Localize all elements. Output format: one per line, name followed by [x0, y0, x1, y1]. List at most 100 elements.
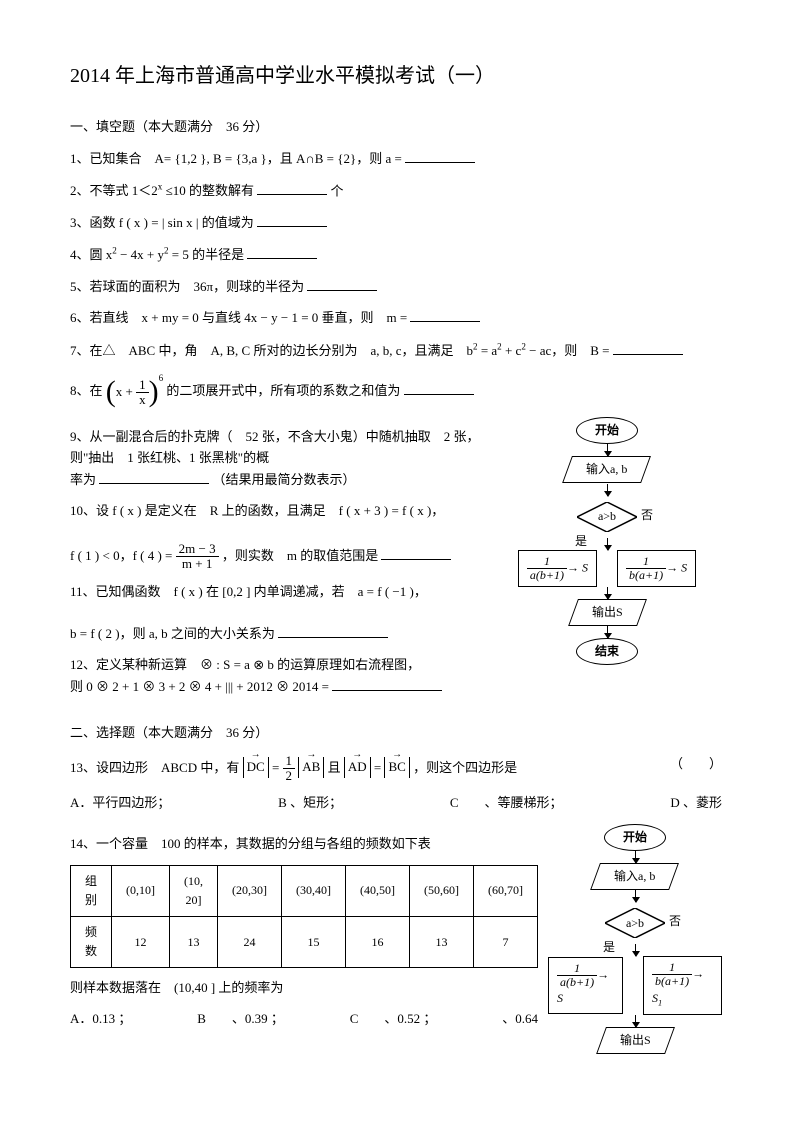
q13-c: ，则这个四边形是: [413, 759, 517, 774]
th: (60,70]: [474, 865, 538, 916]
th: 组别: [71, 865, 112, 916]
q5-text: 5、若球面的面积为 36π，则球的半径为: [70, 279, 304, 294]
table-header-row: 组别 (0,10] (10, 20] (20,30] (30,40] (40,5…: [71, 865, 538, 916]
fc-no: 否: [641, 506, 653, 525]
fc-no: 否: [669, 912, 681, 931]
section-2-header: 二、选择题（本大题满分 36 分）: [70, 723, 722, 744]
q13-opt-b: B 、矩形；: [278, 793, 342, 814]
q13-opt-c: C 、等腰梯形；: [450, 793, 563, 814]
blank: [410, 307, 480, 322]
question-2: 2、不等式 1＜2x ≤10 的整数解有 个: [70, 180, 722, 202]
fc-branch: 1a(b+1)→ S 1b(a+1)→ S1: [548, 956, 722, 1014]
q2-text-b: ≤10 的整数解有: [162, 183, 254, 198]
question-8: 8、在 (x + 1x)6 的二项展开式中，所有项的系数之和值为: [70, 371, 722, 407]
fc-arrow: [635, 851, 636, 863]
q11-b: b = f ( 2 )，则 a, b 之间的大小关系为: [70, 626, 275, 641]
td: 15: [282, 917, 346, 968]
td: 12: [112, 917, 170, 968]
q13-opt-a: A．平行四边形；: [70, 793, 170, 814]
q10-b: f ( 1 ) < 0，f ( 4 ) =: [70, 548, 172, 563]
q10-c: ，则实数 m 的取值范围是: [222, 548, 378, 563]
td: 频数: [71, 917, 112, 968]
q14-opt-c: C 、0.52 ；: [350, 1009, 437, 1030]
fc-arrow: [607, 538, 608, 550]
fc-yes: 是: [575, 532, 587, 551]
q8-den: x: [136, 393, 149, 407]
question-7: 7、在△ ABC 中，角 A, B, C 所对的边长分别为 a, b, c，且满…: [70, 339, 722, 361]
fc-input: 输入a, b: [562, 456, 651, 483]
q7-b: = a: [478, 343, 498, 358]
question-5: 5、若球面的面积为 36π，则球的半径为: [70, 276, 722, 298]
question-12: 12、定义某种新运算 ⊗ : S = a ⊗ b 的运算原理如右流程图， 则 0…: [70, 655, 482, 698]
fc-decision: a>b 是 否: [605, 908, 665, 938]
fc-proc-right: 1b(a+1)→ S: [617, 550, 696, 587]
blank: [307, 276, 377, 291]
fc-input: 输入a, b: [590, 863, 679, 890]
q6-text: 6、若直线 x + my = 0 与直线 4x − y − 1 = 0 垂直，则…: [70, 310, 407, 325]
q7-d: − ac，则 B =: [526, 343, 610, 358]
question-14: 14、一个容量 100 的样本，其数据的分组与各组的频数如下表: [70, 834, 538, 855]
q10-num: 2m − 3: [176, 542, 219, 557]
q12-a: 12、定义某种新运算 ⊗ : S = a ⊗ b 的运算原理如右流程图，: [70, 657, 420, 672]
th: (0,10]: [112, 865, 170, 916]
flowchart-2: 开始 输入a, b a>b 是 否 1a(b+1)→ S 1b(a+1)→ S1…: [548, 824, 722, 1054]
fc-end: 结束: [576, 638, 638, 665]
question-6: 6、若直线 x + my = 0 与直线 4x − y − 1 = 0 垂直，则…: [70, 307, 722, 329]
blank: [381, 545, 451, 560]
fc-arrow: [607, 587, 608, 599]
table-row: 频数 12 13 24 15 16 13 7: [71, 917, 538, 968]
td: 13: [170, 917, 218, 968]
td: 16: [346, 917, 410, 968]
fc-arrow: [607, 444, 608, 456]
q13-choices: A．平行四边形； B 、矩形； C 、等腰梯形； D 、菱形: [70, 793, 722, 814]
fc-proc-right: 1b(a+1)→ S1: [643, 956, 722, 1014]
frequency-table: 组别 (0,10] (10, 20] (20,30] (30,40] (40,5…: [70, 865, 538, 969]
q11-a: 11、已知偶函数 f ( x ) 在 [0,2 ] 内单调递减，若 a = f …: [70, 584, 427, 599]
fc-output: 输出S: [568, 599, 647, 626]
fc-proc-left: 1a(b+1)→ S: [518, 550, 597, 587]
blank: [257, 180, 327, 195]
q13-paren: （ ）: [670, 754, 722, 775]
blank: [405, 148, 475, 163]
q4-a: 4、圆 x: [70, 247, 112, 262]
q14-opt-d: 、0.64: [502, 1009, 538, 1030]
q13-a: 13、设四边形 ABCD 中，有: [70, 759, 239, 774]
q9-c: （结果用最简分数表示）: [213, 472, 356, 487]
fc-proc-left: 1a(b+1)→ S: [548, 957, 623, 1014]
q2-text-c: 个: [330, 183, 343, 198]
th: (20,30]: [218, 865, 282, 916]
q4-c: = 5 的半径是: [169, 247, 245, 262]
blank: [99, 469, 209, 484]
q14-opt-b: B 、0.39 ；: [197, 1009, 284, 1030]
question-9: 9、从一副混合后的扑克牌（ 52 张，不含大小鬼）中随机抽取 2 张，则"抽出 …: [70, 427, 482, 490]
question-1: 1、已知集合 A= {1,2 }, B = {3,a }，且 A∩B = {2}…: [70, 148, 722, 170]
fc-arrow: [635, 944, 636, 956]
question-11: 11、已知偶函数 f ( x ) 在 [0,2 ] 内单调递减，若 a = f …: [70, 582, 482, 645]
q12-b: 则 0 ⊗ 2 + 1 ⊗ 3 + 2 ⊗ 4 + ||| + 2012 ⊗ 2…: [70, 679, 329, 694]
q14-choices: A．0.13 ； B 、0.39 ； C 、0.52 ； 、0.64: [70, 1009, 538, 1030]
section-1-header: 一、填空题（本大题满分 36 分）: [70, 117, 722, 138]
q9-a: 9、从一副混合后的扑克牌（ 52 张，不含大小鬼）中随机抽取 2 张，则"抽出 …: [70, 429, 480, 465]
blank: [278, 623, 388, 638]
fc-decision: a>b 是 否: [577, 502, 637, 532]
fc-arrow: [635, 1015, 636, 1027]
q7-c: + c: [502, 343, 522, 358]
fc-arrow: [607, 484, 608, 496]
q4-b: − 4x + y: [117, 247, 164, 262]
q8-num: 1: [136, 378, 149, 393]
q2-text-a: 2、不等式 1＜2: [70, 183, 158, 198]
th: (50,60]: [410, 865, 474, 916]
q1-text: 1、已知集合 A= {1,2 }, B = {3,a }，且 A∩B = {2}…: [70, 151, 402, 166]
td: 13: [410, 917, 474, 968]
q13-opt-d: D 、菱形: [670, 793, 722, 814]
question-10: 10、设 f ( x ) 是定义在 R 上的函数，且满足 f ( x + 3 )…: [70, 501, 482, 572]
fc-arrow: [635, 890, 636, 902]
th: (10, 20]: [170, 865, 218, 916]
blank: [404, 380, 474, 395]
fc-branch: 1a(b+1)→ S 1b(a+1)→ S: [518, 550, 696, 587]
th: (30,40]: [282, 865, 346, 916]
q13-b: 且: [328, 759, 341, 774]
question-3: 3、函数 f ( x ) = | sin x | 的值域为: [70, 212, 722, 234]
td: 7: [474, 917, 538, 968]
q7-a: 7、在△ ABC 中，角 A, B, C 所对的边长分别为 a, b, c，且满…: [70, 343, 473, 358]
